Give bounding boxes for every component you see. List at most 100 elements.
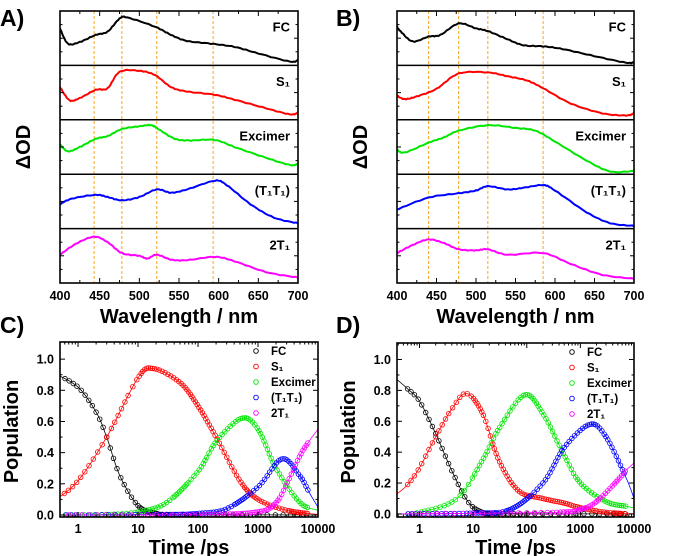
x-tick-label: 650 — [248, 289, 269, 303]
data-point — [224, 426, 231, 432]
data-point — [264, 512, 270, 517]
legend-label: FC — [271, 346, 286, 358]
data-point — [522, 392, 529, 398]
data-point — [138, 508, 144, 514]
data-point — [264, 446, 271, 453]
data-point — [61, 490, 68, 497]
data-point — [564, 457, 570, 463]
data-point — [197, 407, 204, 413]
data-point — [145, 365, 152, 371]
data-point — [499, 509, 506, 515]
data-point — [78, 387, 84, 393]
data-point — [498, 510, 504, 516]
x-tick-label: 700 — [288, 289, 309, 303]
data-point — [465, 481, 472, 488]
x-tick-label: 400 — [50, 289, 71, 303]
data-point — [511, 511, 517, 517]
legend-marker — [569, 364, 575, 371]
data-point — [553, 509, 560, 515]
data-point — [552, 433, 558, 439]
data-point — [609, 444, 615, 450]
data-point — [479, 510, 486, 516]
data-point — [433, 434, 439, 440]
data-point — [122, 399, 128, 405]
legend-label: 2T₁ — [271, 408, 289, 420]
data-point — [540, 480, 546, 486]
x-tick-label: 550 — [505, 289, 526, 303]
data-point — [531, 510, 538, 516]
data-point — [70, 380, 76, 387]
data-point — [62, 375, 68, 382]
data-point — [176, 512, 183, 517]
chart-panel-d: D) 1 10 100 1000 10000 0.0 0.2 0.4 0.6 0.8 1.0 Time … — [336, 312, 651, 556]
y-tick-label: 0.4 — [37, 446, 54, 460]
y-axis-title: Population — [338, 380, 360, 483]
data-point — [118, 406, 125, 412]
data-point — [147, 365, 154, 371]
data-point — [569, 435, 575, 442]
data-point — [501, 416, 508, 423]
data-point — [571, 433, 578, 439]
data-point — [222, 506, 228, 513]
data-point — [201, 413, 207, 419]
data-point — [121, 481, 127, 488]
data-point — [141, 508, 147, 514]
data-point — [452, 474, 458, 481]
data-point — [411, 473, 418, 479]
series-2T₁ — [397, 462, 634, 517]
data-point — [475, 403, 482, 409]
data-point — [165, 371, 171, 377]
data-point — [185, 480, 191, 486]
data-point — [231, 468, 237, 474]
y-tick-label: 0.6 — [374, 415, 391, 429]
data-point — [256, 512, 262, 517]
legend-marker — [569, 349, 575, 355]
data-point — [305, 440, 311, 446]
data-point — [433, 510, 439, 517]
data-point — [287, 512, 294, 517]
data-point — [464, 391, 470, 397]
legend-marker — [569, 395, 575, 402]
data-point — [452, 497, 459, 503]
spectrum-line — [397, 70, 634, 117]
data-point — [617, 462, 624, 468]
data-point — [79, 512, 85, 517]
data-point — [77, 474, 84, 480]
y-tick-label: 1.0 — [374, 353, 391, 367]
data-point — [510, 404, 516, 410]
fit-line — [60, 458, 318, 516]
data-point — [417, 511, 423, 517]
data-point — [125, 392, 131, 399]
data-point — [445, 460, 452, 467]
data-point — [526, 494, 533, 500]
data-point — [557, 509, 564, 515]
data-point — [429, 440, 436, 446]
data-point — [268, 505, 274, 511]
data-point — [82, 469, 88, 475]
data-point — [66, 512, 72, 517]
data-point — [611, 449, 617, 455]
y-tick-label: 0.2 — [37, 477, 54, 491]
data-point — [623, 503, 629, 509]
legend-label: S₁ — [587, 363, 600, 375]
data-point — [156, 367, 163, 373]
data-point — [622, 468, 628, 474]
data-point — [587, 421, 593, 428]
data-point — [96, 416, 103, 422]
data-point — [82, 392, 88, 398]
data-point — [266, 451, 272, 457]
data-point — [596, 508, 602, 515]
data-point — [556, 442, 562, 448]
data-point — [202, 457, 208, 464]
data-point — [128, 494, 135, 500]
data-point — [484, 449, 490, 455]
data-point — [457, 394, 463, 400]
data-point — [290, 466, 297, 473]
data-point — [286, 486, 292, 492]
data-point — [239, 415, 246, 421]
data-point — [203, 454, 210, 461]
spectrum-line — [397, 238, 634, 280]
panel-label: C) — [0, 312, 24, 338]
data-point — [125, 488, 131, 494]
x-tick-label: 10 — [466, 522, 480, 536]
